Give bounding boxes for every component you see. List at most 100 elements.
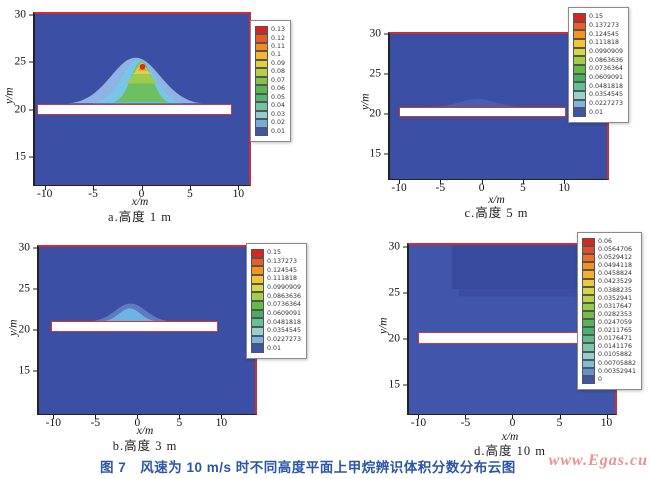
colorbar-row: 0.0388235 bbox=[582, 286, 636, 295]
colorbar-value: 0.0481818 bbox=[267, 318, 302, 326]
methane-plume-contours bbox=[65, 57, 206, 104]
subplot-caption: a.高度 1 m bbox=[108, 210, 172, 224]
x-tick-label: 10 bbox=[600, 417, 613, 429]
colorbar-row: 0.0736364 bbox=[573, 65, 623, 74]
colorbar-row: 0.13 bbox=[255, 26, 285, 35]
colorbar-row: 0.11 bbox=[255, 42, 285, 52]
colorbar-swatch bbox=[582, 262, 595, 271]
y-tick-label: 20 bbox=[14, 103, 27, 116]
colorbar-swatch bbox=[573, 73, 586, 83]
x-axis-label: x/m bbox=[131, 196, 149, 208]
x-tick-label: -10 bbox=[45, 417, 61, 429]
colorbar-value: 0.111818 bbox=[267, 275, 298, 283]
colorbar-legend: 0.15 0.137273 0.124545 0.111818 0.0990909 0.0… bbox=[568, 7, 630, 123]
y-tick-label: 25 bbox=[369, 67, 382, 80]
y-tick-mark bbox=[403, 384, 408, 386]
y-tick-mark bbox=[29, 156, 34, 158]
x-tick-label: 10 bbox=[232, 188, 245, 200]
colorbar-swatch bbox=[255, 76, 268, 86]
subplot-caption: b.高度 3 m bbox=[112, 439, 178, 453]
colorbar-swatch bbox=[573, 21, 586, 31]
y-tick-label: 15 bbox=[14, 150, 27, 163]
y-tick-mark bbox=[403, 338, 408, 340]
x-tick-label: -5 bbox=[460, 417, 471, 429]
colorbar-value: 0.0494118 bbox=[598, 262, 633, 270]
colorbar-swatch bbox=[255, 127, 268, 137]
colorbar-row: 0.0141176 bbox=[582, 343, 636, 352]
colorbar-row: 0.0863636 bbox=[573, 56, 623, 66]
obstacle-bar bbox=[50, 321, 219, 333]
x-tick-mark bbox=[141, 185, 143, 190]
watermark-text: www.Egas.cu bbox=[548, 452, 648, 469]
colorbar-value: 0.0609091 bbox=[589, 73, 624, 81]
colorbar-value: 0.03 bbox=[271, 110, 286, 118]
colorbar-value: 0.0990909 bbox=[589, 47, 624, 55]
x-tick-label: 0 bbox=[138, 188, 145, 200]
colorbar-row: 0.03 bbox=[255, 110, 286, 120]
colorbar-value: 0.02 bbox=[271, 119, 286, 127]
y-tick-mark bbox=[384, 113, 389, 115]
colorbar-row: 0.0564706 bbox=[582, 246, 636, 255]
colorbar-row: 0.0481818 bbox=[251, 318, 302, 328]
colorbar-row: 0.0227273 bbox=[573, 99, 623, 109]
colorbar-swatch bbox=[255, 59, 268, 69]
x-tick-label: -5 bbox=[435, 182, 446, 194]
colorbar-row: 0.0609091 bbox=[573, 73, 624, 83]
x-axis-label: x/m bbox=[501, 431, 519, 443]
colorbar-row: 0.01 bbox=[251, 344, 301, 354]
colorbar-value: 0.124545 bbox=[589, 30, 620, 38]
colorbar-value: 0 bbox=[598, 375, 603, 383]
x-tick-label: 5 bbox=[556, 417, 563, 429]
y-axis-label: y/m bbox=[3, 87, 16, 105]
x-tick-label: 0 bbox=[509, 417, 516, 429]
x-tick-mark bbox=[418, 414, 420, 419]
x-tick-mark bbox=[399, 179, 401, 184]
colorbar-value: 0.137273 bbox=[589, 21, 620, 29]
colorbar-swatch bbox=[582, 238, 595, 247]
colorbar-swatch bbox=[251, 266, 264, 276]
colorbar-row: 0.0352941 bbox=[582, 294, 636, 303]
colorbar-value: 0.0176471 bbox=[598, 335, 633, 343]
colorbar-value: 0.0211765 bbox=[598, 327, 633, 335]
colorbar-swatch bbox=[573, 30, 586, 40]
y-tick-label: 20 bbox=[18, 322, 31, 335]
colorbar-row: 0.01 bbox=[255, 127, 285, 137]
colorbar-swatch bbox=[251, 275, 264, 284]
colorbar-row: 0.124545 bbox=[573, 30, 623, 40]
x-tick-mark bbox=[44, 185, 46, 190]
colorbar-value: 0.111818 bbox=[589, 39, 620, 47]
colorbar-legend: 0.15 0.137273 0.124545 0.111818 0.0990909 0.0… bbox=[246, 243, 308, 359]
x-tick-mark bbox=[522, 179, 524, 184]
x-tick-label: -10 bbox=[37, 188, 53, 200]
colorbar-row: 0.12 bbox=[255, 34, 285, 43]
obstacle-bar bbox=[418, 332, 595, 345]
y-tick-mark bbox=[403, 292, 408, 294]
x-tick-mark bbox=[512, 414, 514, 419]
colorbar-swatch bbox=[255, 68, 268, 77]
colorbar-row: 0.0354545 bbox=[251, 327, 301, 336]
colorbar-row: 0.07 bbox=[255, 76, 285, 86]
y-tick-mark bbox=[29, 61, 34, 63]
x-axis-label: x/m bbox=[488, 194, 505, 206]
x-tick-label: -10 bbox=[410, 417, 427, 429]
colorbar-row: 0.0282353 bbox=[582, 310, 636, 320]
colorbar-swatch bbox=[582, 343, 595, 352]
colorbar-swatch bbox=[582, 367, 595, 376]
y-tick-label: 25 bbox=[388, 286, 401, 298]
x-tick-mark bbox=[95, 414, 97, 419]
colorbar-swatch bbox=[573, 82, 586, 92]
y-tick-label: 25 bbox=[14, 55, 27, 68]
colorbar-row: 0.0105882 bbox=[582, 351, 636, 360]
x-tick-label: -10 bbox=[391, 182, 407, 194]
x-tick-label: -5 bbox=[88, 188, 98, 200]
colorbar-value: 0.0564706 bbox=[598, 246, 633, 254]
colorbar-swatch bbox=[251, 309, 264, 319]
y-tick-mark bbox=[384, 73, 389, 75]
x-tick-mark bbox=[221, 414, 223, 419]
colorbar-value: 0.0317647 bbox=[598, 302, 633, 310]
colorbar-swatch bbox=[582, 294, 595, 303]
colorbar-value: 0.0736364 bbox=[589, 65, 624, 73]
colorbar-swatch bbox=[582, 375, 595, 384]
subplot-a-height-1m: y/m -10 -5 0 5 10 30 25 20 15 0.13 0.12 0.11 0.1 0.0… bbox=[0, 0, 328, 230]
